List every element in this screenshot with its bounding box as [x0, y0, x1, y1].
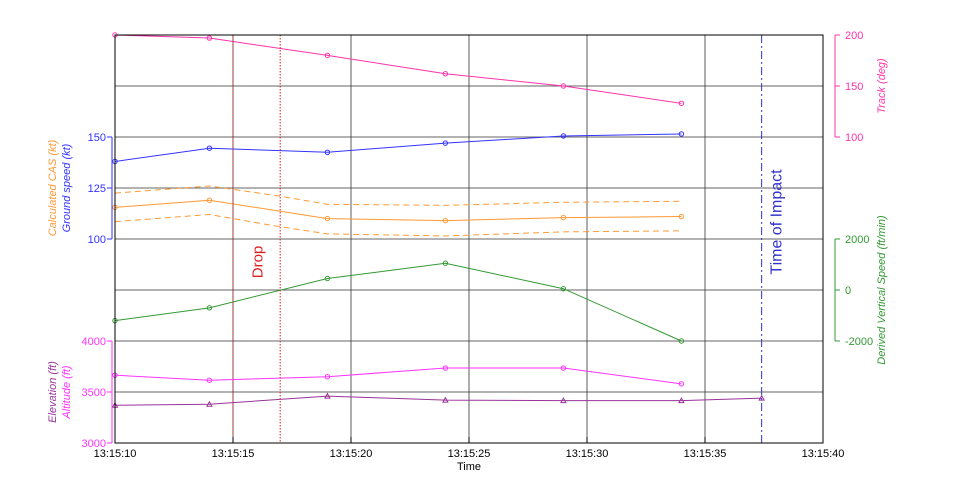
data-point — [206, 35, 213, 41]
data-point — [324, 215, 331, 222]
data-point — [678, 381, 685, 387]
data-point — [560, 83, 567, 89]
data-point — [678, 213, 685, 220]
data-point — [206, 377, 213, 383]
series-line-ground-speed-kt- — [114, 133, 682, 162]
data-point — [442, 260, 449, 266]
data-point — [678, 100, 685, 107]
vertical-speed-y-tick-label: 0 — [845, 285, 851, 297]
data-point — [442, 71, 449, 77]
series-layer — [111, 32, 765, 408]
vertical-speed-ylabel: Derived Vertical Speed (ft/min) — [876, 215, 888, 365]
data-point — [560, 397, 567, 404]
x-tick-label: 13:15:40 — [802, 448, 845, 460]
x-tick-label: 13:15:25 — [448, 448, 491, 460]
data-point — [442, 140, 449, 146]
speed-ylabel: Ground speed (kt) — [61, 143, 73, 232]
data-point — [206, 400, 213, 407]
data-point — [560, 286, 567, 292]
data-point — [442, 396, 449, 403]
track-y-tick-label: 100 — [845, 132, 863, 144]
data-point — [758, 394, 765, 401]
track-y-tick-label: 150 — [845, 81, 863, 93]
vertical-speed-y-tick-label: 2000 — [845, 234, 869, 246]
data-point — [442, 217, 449, 224]
axes-layer: 13:15:10 13:15:15 13:15:20 13:15:25 13:15:30… — [47, 30, 888, 460]
series-line-elevation-ft- — [114, 395, 762, 406]
data-point — [324, 275, 331, 282]
data-point — [206, 145, 213, 151]
grid-layer — [115, 35, 823, 443]
data-point — [324, 392, 331, 399]
track-ylabel: Track (deg) — [876, 58, 888, 114]
event-markers: Drop Time of Impact — [232, 35, 786, 443]
x-tick-label: 13:15:30 — [566, 448, 609, 460]
altitude-ylabel: Altitude (ft) — [61, 365, 73, 420]
speed-y-tick-label: 150 — [88, 132, 106, 144]
track-y-tick-label: 200 — [845, 30, 863, 42]
marker-label-drop: Drop — [250, 246, 267, 279]
x-tick-label: 13:15:10 — [94, 448, 137, 460]
data-point — [560, 365, 567, 371]
series-line-calculated-cas-upper — [114, 185, 682, 206]
data-point — [442, 365, 449, 371]
data-point — [678, 338, 685, 344]
data-point — [206, 197, 213, 203]
data-point — [206, 305, 213, 311]
data-point — [324, 52, 331, 59]
data-point — [678, 397, 685, 404]
marker-label-time-of-impact: Time of Impact — [769, 169, 786, 275]
speed-ylabel-secondary: Calculated CAS (kt) — [47, 139, 59, 236]
x-tick-label: 13:15:20 — [330, 448, 373, 460]
altitude-y-tick-label: 4000 — [82, 336, 106, 348]
series-line-calculated-cas-lower — [114, 214, 682, 237]
series-line-calculated-cas-kt- — [114, 199, 682, 222]
altitude-y-tick-label: 3000 — [82, 438, 106, 450]
speed-y-tick-label: 125 — [88, 183, 106, 195]
series-line-track-deg- — [114, 34, 682, 104]
series-line-altitude-ft- — [114, 367, 682, 385]
x-tick-label: 13:15:15 — [212, 448, 255, 460]
data-point — [324, 374, 331, 380]
data-point — [560, 133, 567, 139]
altitude-ylabel-secondary: Elevation (ft) — [47, 361, 59, 423]
x-tick-label: 13:15:35 — [684, 448, 727, 460]
data-point — [560, 214, 567, 221]
speed-y-tick-label: 100 — [88, 234, 106, 246]
x-axis-label: Time — [457, 461, 481, 473]
data-point — [324, 149, 331, 156]
altitude-y-tick-label: 3500 — [82, 387, 106, 399]
vertical-speed-y-tick-label: -2000 — [845, 336, 873, 348]
data-point — [678, 131, 685, 137]
series-line-derived-vertical-speed-ft-min- — [114, 262, 682, 342]
